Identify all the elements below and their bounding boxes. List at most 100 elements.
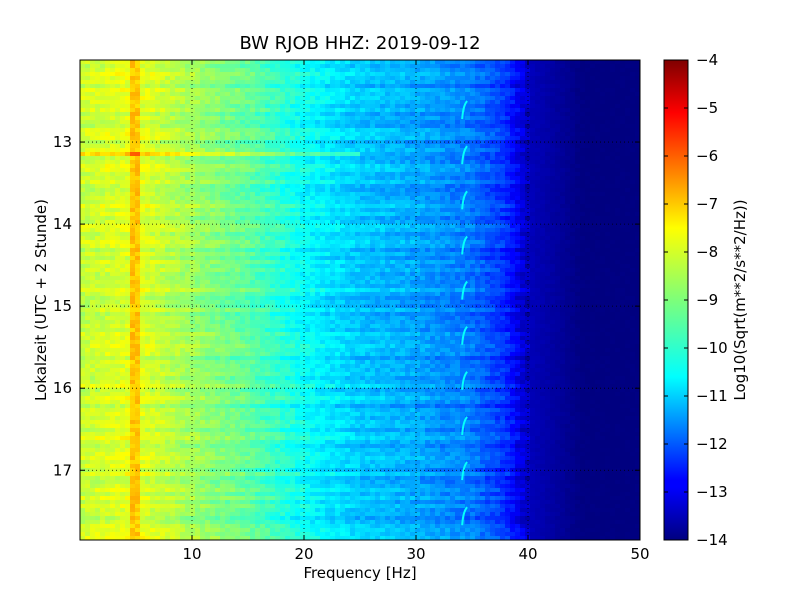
spectrogram-cell xyxy=(630,108,636,113)
spectrogram-cell xyxy=(560,172,566,177)
spectrogram-cell xyxy=(470,172,476,177)
spectrogram-cell xyxy=(160,224,166,229)
spectrogram-cell xyxy=(335,92,341,97)
spectrogram-cell xyxy=(340,64,346,69)
spectrogram-cell xyxy=(435,128,441,133)
spectrogram-cell xyxy=(540,184,546,189)
spectrogram-cell xyxy=(495,192,501,197)
spectrogram-cell xyxy=(285,156,291,161)
spectrogram-cell xyxy=(515,228,521,233)
spectrogram-cell xyxy=(420,112,426,117)
spectrogram-cell xyxy=(595,68,601,73)
spectrogram-cell xyxy=(300,164,306,169)
spectrogram-cell xyxy=(95,236,101,241)
spectrogram-cell xyxy=(325,220,331,225)
spectrogram-cell xyxy=(400,124,406,129)
spectrogram-cell xyxy=(365,220,371,225)
spectrogram-cell xyxy=(375,180,381,185)
spectrogram-cell xyxy=(265,96,271,101)
spectrogram-cell xyxy=(575,144,581,149)
spectrogram-cell xyxy=(180,228,186,233)
spectrogram-cell xyxy=(570,116,576,121)
spectrogram-cell xyxy=(470,84,476,89)
spectrogram-cell xyxy=(590,84,596,89)
spectrogram-cell xyxy=(445,180,451,185)
spectrogram-cell xyxy=(115,152,121,157)
spectrogram-cell xyxy=(95,160,101,165)
spectrogram-cell xyxy=(610,148,616,153)
spectrogram-cell xyxy=(500,180,506,185)
spectrogram-cell xyxy=(155,112,161,117)
spectrogram-cell xyxy=(200,92,206,97)
spectrogram-cell xyxy=(95,68,101,73)
spectrogram-cell xyxy=(340,176,346,181)
spectrogram-cell xyxy=(280,96,286,101)
spectrogram-cell xyxy=(190,104,196,109)
spectrogram-cell xyxy=(380,196,386,201)
spectrogram-cell xyxy=(480,128,486,133)
spectrogram-cell xyxy=(145,180,151,185)
spectrogram-cell xyxy=(405,216,411,221)
spectrogram-cell xyxy=(460,172,466,177)
spectrogram-cell xyxy=(430,128,436,133)
spectrogram-cell xyxy=(145,172,151,177)
spectrogram-cell xyxy=(150,156,156,161)
spectrogram-cell xyxy=(620,120,626,125)
spectrogram-cell xyxy=(300,212,306,217)
spectrogram-cell xyxy=(255,140,261,145)
spectrogram-cell xyxy=(400,216,406,221)
spectrogram-cell xyxy=(585,84,591,89)
spectrogram-cell xyxy=(630,152,636,157)
spectrogram-cell xyxy=(150,128,156,133)
spectrogram-cell xyxy=(270,96,276,101)
spectrogram-cell xyxy=(535,96,541,101)
spectrogram-cell xyxy=(160,72,166,77)
spectrogram-cell xyxy=(285,136,291,141)
spectrogram-cell xyxy=(440,104,446,109)
spectrogram-cell xyxy=(260,96,266,101)
spectrogram-cell xyxy=(565,168,571,173)
spectrogram-cell xyxy=(105,92,111,97)
spectrogram-cell xyxy=(470,124,476,129)
spectrogram-cell xyxy=(600,96,606,101)
spectrogram-cell xyxy=(85,132,91,137)
spectrogram-cell xyxy=(300,60,306,65)
spectrogram-cell xyxy=(370,76,376,81)
spectrogram-cell xyxy=(615,232,621,237)
spectrogram-cell xyxy=(500,168,506,173)
spectrogram-cell xyxy=(515,120,521,125)
spectrogram-cell xyxy=(310,108,316,113)
spectrogram-cell xyxy=(440,160,446,165)
spectrogram-cell xyxy=(170,216,176,221)
spectrogram-cell xyxy=(155,180,161,185)
spectrogram-cell xyxy=(455,104,461,109)
spectrogram-cell xyxy=(465,232,471,237)
spectrogram-cell xyxy=(125,144,131,149)
spectrogram-cell xyxy=(135,172,141,177)
spectrogram-cell xyxy=(455,208,461,213)
spectrogram-cell xyxy=(235,76,241,81)
spectrogram-cell xyxy=(275,144,281,149)
spectrogram-cell xyxy=(95,188,101,193)
spectrogram-cell xyxy=(370,164,376,169)
spectrogram-cell xyxy=(145,92,151,97)
spectrogram-cell xyxy=(570,168,576,173)
spectrogram-cell xyxy=(235,152,241,157)
spectrogram-cell xyxy=(590,112,596,117)
spectrogram-cell xyxy=(385,228,391,233)
spectrogram-cell xyxy=(610,88,616,93)
spectrogram-cell xyxy=(205,160,211,165)
spectrogram-cell xyxy=(100,196,106,201)
spectrogram-cell xyxy=(560,120,566,125)
spectrogram-cell xyxy=(480,192,486,197)
spectrogram-cell xyxy=(200,128,206,133)
spectrogram-cell xyxy=(450,228,456,233)
spectrogram-cell xyxy=(190,188,196,193)
spectrogram-cell xyxy=(420,72,426,77)
spectrogram-cell xyxy=(615,156,621,161)
spectrogram-cell xyxy=(175,232,181,237)
spectrogram-cell xyxy=(135,140,141,145)
spectrogram-cell xyxy=(390,72,396,77)
spectrogram-cell xyxy=(595,188,601,193)
spectrogram-cell xyxy=(275,224,281,229)
